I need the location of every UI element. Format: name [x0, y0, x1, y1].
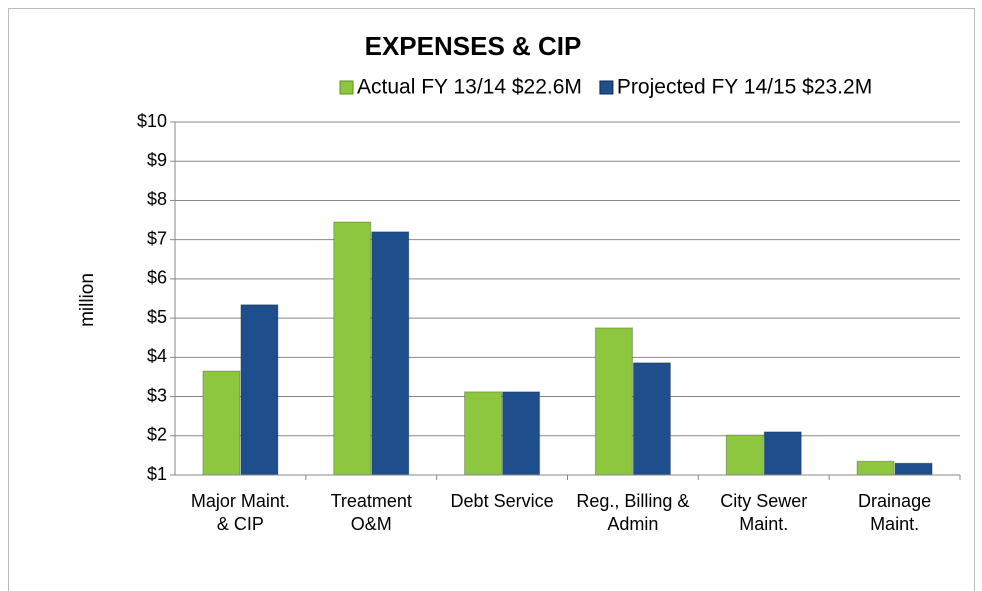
y-tick-label: $3 — [147, 385, 167, 405]
bar — [371, 231, 410, 476]
bar — [594, 327, 633, 476]
x-tick-label: City Sewer Maint. — [720, 491, 808, 534]
y-tick-label: $2 — [147, 425, 167, 445]
y-tick-label: $10 — [137, 111, 167, 131]
bar — [333, 221, 372, 476]
legend-swatch — [599, 80, 614, 95]
y-tick-label: $6 — [147, 268, 167, 288]
x-tick-label: Reg., Billing & Admin — [576, 491, 690, 534]
bar — [763, 431, 802, 476]
x-tick-label: Major Maint. & CIP — [190, 491, 290, 534]
bar — [725, 434, 764, 476]
bar — [502, 391, 541, 476]
chart-title: EXPENSES & CIP — [365, 31, 582, 61]
x-tick-label: Debt Service — [450, 491, 554, 511]
y-tick-label: $5 — [147, 307, 167, 327]
bar — [202, 370, 241, 476]
y-axis-label: million — [77, 273, 98, 327]
bar — [464, 391, 503, 476]
chart-frame — [8, 8, 975, 591]
x-tick-label: Treatment O&M — [330, 491, 412, 534]
bar — [632, 362, 671, 476]
bar — [240, 304, 279, 476]
legend-label: Actual FY 13/14 $22.6M — [357, 76, 582, 99]
y-tick-label: $8 — [147, 189, 167, 209]
bar — [894, 462, 933, 476]
legend-label: Projected FY 14/15 $23.2M — [617, 76, 872, 99]
y-tick-label: $1 — [147, 464, 167, 484]
x-tick-label: Drainage Maint. — [858, 491, 932, 534]
y-tick-label: $9 — [147, 150, 167, 170]
y-tick-label: $4 — [147, 346, 167, 366]
bar — [856, 460, 895, 476]
y-tick-label: $7 — [147, 228, 167, 248]
legend-swatch — [339, 80, 354, 95]
